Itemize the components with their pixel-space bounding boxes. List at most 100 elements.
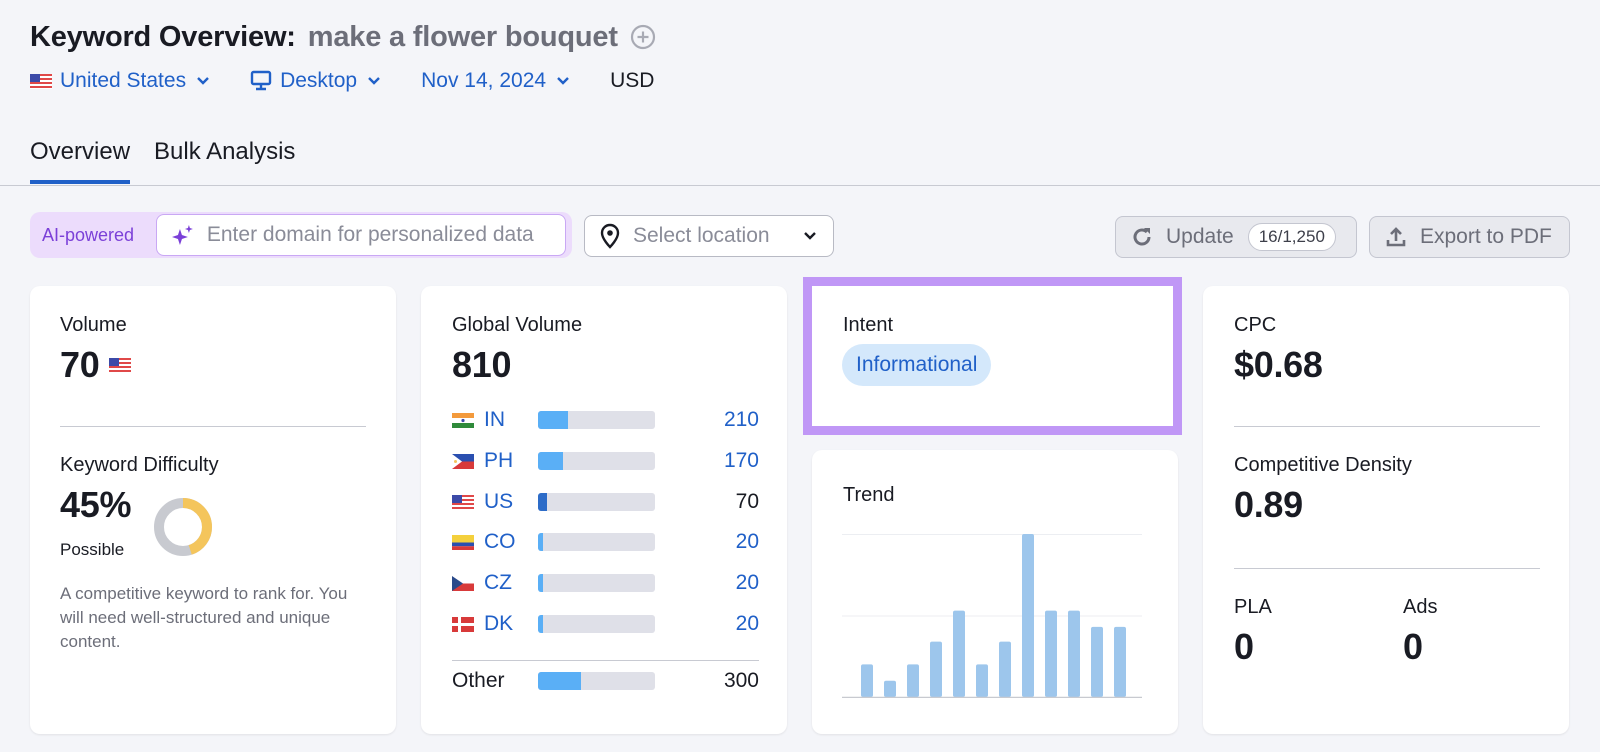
country-code-link[interactable]: PH bbox=[484, 449, 514, 472]
trend-label: Trend bbox=[843, 484, 895, 506]
trend-bar[interactable] bbox=[1045, 610, 1057, 697]
update-counter: 16/1,250 bbox=[1247, 223, 1336, 251]
device-dropdown[interactable]: Desktop bbox=[250, 69, 381, 93]
country-code-link[interactable]: CO bbox=[484, 530, 516, 553]
country-row-dk: DK 20 bbox=[452, 612, 759, 636]
pla-label: PLA bbox=[1234, 596, 1272, 618]
desktop-icon bbox=[250, 70, 272, 91]
kd-description: A competitive keyword to rank for. You w… bbox=[60, 584, 348, 651]
trend-bar[interactable] bbox=[861, 664, 873, 697]
kd-donut-chart bbox=[154, 498, 212, 556]
country-volume[interactable]: 20 bbox=[735, 530, 759, 553]
country-code-link[interactable]: CZ bbox=[484, 571, 512, 594]
volume-label: Volume bbox=[60, 314, 127, 336]
trend-bar[interactable] bbox=[884, 680, 896, 697]
other-label: Other bbox=[452, 669, 505, 692]
colombia-flag-icon bbox=[452, 534, 474, 550]
divider bbox=[1234, 568, 1540, 569]
country-volume[interactable]: 20 bbox=[735, 571, 759, 594]
india-flag-icon bbox=[452, 412, 474, 428]
us-flag-icon bbox=[30, 73, 52, 89]
global-volume-value: 810 bbox=[452, 344, 512, 385]
trend-bar[interactable] bbox=[1091, 626, 1103, 697]
denmark-flag-icon bbox=[452, 616, 474, 632]
volume-bar bbox=[538, 672, 655, 690]
trend-bar[interactable] bbox=[930, 641, 942, 697]
volume-card: Volume 70 Keyword Difficulty 45% Possibl… bbox=[30, 286, 396, 734]
trend-bar-chart bbox=[842, 534, 1142, 698]
country-row-us: US 70 bbox=[452, 490, 759, 514]
upload-icon bbox=[1386, 227, 1406, 247]
volume-bar bbox=[538, 574, 655, 592]
trend-bar[interactable] bbox=[999, 641, 1011, 697]
cpc-card: CPC $0.68 Competitive Density 0.89 PLA 0… bbox=[1203, 286, 1569, 734]
czech-flag-icon bbox=[452, 575, 474, 591]
domain-input-wrapper[interactable] bbox=[156, 214, 566, 256]
date-label: Nov 14, 2024 bbox=[421, 69, 547, 92]
global-volume-card: Global Volume 810 IN 210 PH 170 US 70 CO… bbox=[421, 286, 787, 734]
country-volume[interactable]: 20 bbox=[735, 612, 759, 635]
kd-rating: Possible bbox=[60, 540, 125, 559]
other-volume: 300 bbox=[723, 669, 759, 692]
update-label: Update bbox=[1166, 225, 1234, 248]
refresh-icon bbox=[1133, 228, 1151, 246]
cpc-value: $0.68 bbox=[1234, 344, 1323, 385]
domain-input[interactable] bbox=[206, 223, 565, 247]
ads-value: 0 bbox=[1403, 626, 1423, 667]
tab-bar: Overview Bulk Analysis bbox=[30, 138, 319, 184]
competitive-density-value: 0.89 bbox=[1234, 484, 1303, 525]
update-button[interactable]: Update 16/1,250 bbox=[1115, 216, 1357, 258]
trend-bar[interactable] bbox=[953, 610, 965, 697]
country-row-other: Other 300 bbox=[452, 664, 759, 698]
philippines-flag-icon bbox=[452, 453, 474, 469]
add-to-list-icon[interactable] bbox=[630, 24, 656, 50]
country-dropdown[interactable]: United States bbox=[30, 69, 210, 93]
intent-label: Intent bbox=[843, 314, 894, 336]
chevron-down-icon bbox=[368, 77, 380, 85]
divider bbox=[60, 426, 366, 427]
country-code-link[interactable]: US bbox=[484, 490, 514, 513]
device-label: Desktop bbox=[280, 69, 358, 92]
country-code-link[interactable]: DK bbox=[484, 612, 514, 635]
country-row-in: IN 210 bbox=[452, 408, 759, 432]
location-select[interactable]: Select location bbox=[584, 215, 834, 257]
tab-bulk-analysis[interactable]: Bulk Analysis bbox=[154, 138, 296, 165]
export-pdf-button[interactable]: Export to PDF bbox=[1369, 216, 1570, 258]
pla-value: 0 bbox=[1234, 626, 1254, 667]
us-flag-icon bbox=[452, 494, 474, 510]
country-row-cz: CZ 20 bbox=[452, 571, 759, 595]
country-volume[interactable]: 170 bbox=[723, 449, 759, 472]
trend-bar[interactable] bbox=[1068, 610, 1080, 697]
volume-bar bbox=[538, 411, 655, 429]
ai-powered-badge: AI-powered bbox=[42, 224, 135, 245]
country-volume[interactable]: 210 bbox=[723, 408, 759, 431]
kd-label: Keyword Difficulty bbox=[60, 454, 219, 476]
divider bbox=[452, 660, 759, 661]
tab-overview[interactable]: Overview bbox=[30, 138, 131, 184]
intent-card: Intent Informational bbox=[803, 277, 1182, 435]
currency-label: USD bbox=[610, 69, 655, 92]
location-placeholder: Select location bbox=[633, 224, 770, 247]
country-row-ph: PH 170 bbox=[452, 449, 759, 473]
ads-label: Ads bbox=[1403, 596, 1438, 618]
page-header: Keyword Overview: make a flower bouquet … bbox=[30, 18, 656, 96]
volume-value: 70 bbox=[60, 344, 100, 385]
ai-domain-box: AI-powered bbox=[30, 212, 572, 258]
volume-bar bbox=[538, 533, 655, 551]
export-label: Export to PDF bbox=[1420, 225, 1552, 248]
cpc-label: CPC bbox=[1234, 314, 1277, 336]
trend-card: Trend bbox=[812, 450, 1178, 734]
tabs-divider bbox=[0, 185, 1600, 186]
chevron-down-icon bbox=[557, 77, 569, 85]
trend-bar[interactable] bbox=[976, 664, 988, 697]
trend-bar[interactable] bbox=[1022, 534, 1034, 697]
trend-bar[interactable] bbox=[1114, 626, 1126, 697]
chevron-down-icon bbox=[804, 232, 816, 240]
divider bbox=[1234, 426, 1540, 427]
volume-bar bbox=[538, 615, 655, 633]
chevron-down-icon bbox=[197, 77, 209, 85]
trend-bar[interactable] bbox=[907, 664, 919, 697]
volume-bar bbox=[538, 493, 655, 511]
date-dropdown[interactable]: Nov 14, 2024 bbox=[421, 69, 570, 93]
country-code-link[interactable]: IN bbox=[484, 408, 505, 431]
